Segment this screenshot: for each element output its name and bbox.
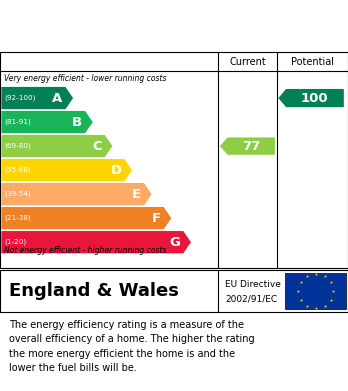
Polygon shape bbox=[278, 89, 344, 107]
Text: Current: Current bbox=[229, 57, 266, 67]
Text: 100: 100 bbox=[301, 91, 329, 104]
Polygon shape bbox=[1, 87, 73, 109]
Text: D: D bbox=[110, 163, 121, 177]
Text: B: B bbox=[72, 116, 82, 129]
Text: E: E bbox=[132, 188, 141, 201]
Polygon shape bbox=[1, 159, 132, 181]
Bar bbox=[285, 273, 346, 308]
Text: Very energy efficient - lower running costs: Very energy efficient - lower running co… bbox=[4, 74, 167, 83]
Text: (1-20): (1-20) bbox=[4, 239, 26, 246]
Polygon shape bbox=[1, 207, 171, 229]
Text: 77: 77 bbox=[242, 140, 260, 152]
Text: England & Wales: England & Wales bbox=[9, 282, 179, 300]
Text: (39-54): (39-54) bbox=[4, 191, 31, 197]
Polygon shape bbox=[1, 111, 93, 133]
Polygon shape bbox=[1, 231, 191, 253]
Text: 2002/91/EC: 2002/91/EC bbox=[225, 294, 277, 303]
Polygon shape bbox=[220, 138, 275, 155]
Text: Not energy efficient - higher running costs: Not energy efficient - higher running co… bbox=[4, 246, 167, 255]
Text: Potential: Potential bbox=[291, 57, 334, 67]
Polygon shape bbox=[1, 135, 112, 157]
Text: F: F bbox=[152, 212, 161, 225]
Polygon shape bbox=[1, 183, 152, 205]
Text: G: G bbox=[169, 236, 181, 249]
Text: Energy Efficiency Rating: Energy Efficiency Rating bbox=[9, 27, 211, 42]
Text: C: C bbox=[92, 140, 102, 152]
Text: (81-91): (81-91) bbox=[4, 119, 31, 126]
Text: (92-100): (92-100) bbox=[4, 95, 35, 101]
Text: (55-68): (55-68) bbox=[4, 167, 31, 173]
Text: (69-80): (69-80) bbox=[4, 143, 31, 149]
Text: The energy efficiency rating is a measure of the
overall efficiency of a home. T: The energy efficiency rating is a measur… bbox=[9, 320, 254, 373]
Text: A: A bbox=[53, 91, 63, 104]
Text: EU Directive: EU Directive bbox=[225, 280, 281, 289]
Text: (21-38): (21-38) bbox=[4, 215, 31, 221]
